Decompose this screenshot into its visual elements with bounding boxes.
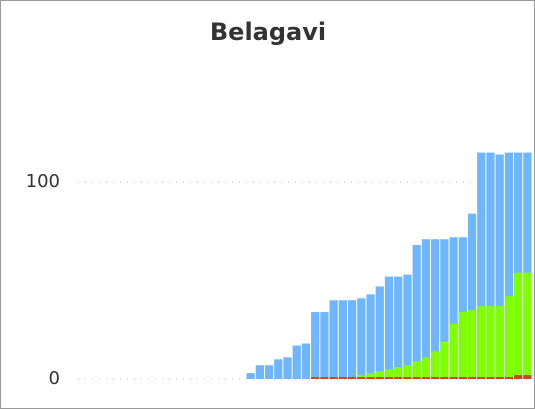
bar	[301, 343, 311, 379]
bar	[403, 377, 412, 379]
bar	[523, 375, 532, 379]
bar	[477, 377, 486, 379]
bar	[412, 377, 421, 379]
bar	[412, 361, 421, 379]
bar	[486, 306, 495, 379]
bar	[357, 377, 366, 379]
bar	[412, 245, 421, 379]
y-tick-label: 100	[26, 171, 60, 192]
bar	[394, 377, 403, 379]
bar	[329, 377, 338, 379]
bar	[495, 154, 504, 379]
bar	[338, 377, 347, 379]
bar	[366, 373, 375, 379]
bar	[384, 276, 394, 379]
bar	[375, 286, 384, 379]
bar	[394, 367, 403, 379]
bar	[264, 365, 274, 379]
bar	[394, 276, 403, 379]
bar	[440, 341, 449, 379]
bar	[347, 377, 357, 379]
bar	[283, 357, 292, 379]
bar	[274, 359, 283, 379]
bar	[338, 300, 347, 379]
bar	[347, 300, 357, 379]
bar	[458, 237, 467, 379]
bar	[495, 377, 504, 379]
bar	[366, 377, 375, 379]
bar	[514, 152, 523, 379]
bar	[292, 345, 301, 379]
bar	[495, 306, 504, 379]
bar	[514, 272, 523, 379]
bar	[467, 213, 477, 379]
bar	[375, 377, 384, 379]
bar	[403, 274, 412, 379]
bar	[449, 323, 458, 379]
bar	[311, 377, 320, 379]
bar	[421, 239, 431, 379]
bar	[431, 351, 440, 379]
bar	[440, 377, 449, 379]
bar	[421, 377, 431, 379]
bar	[477, 306, 486, 379]
bar	[458, 312, 467, 379]
bar	[449, 377, 458, 379]
bar	[246, 373, 255, 379]
bar	[431, 377, 440, 379]
bar	[255, 365, 264, 379]
bar	[357, 298, 366, 379]
bar	[467, 377, 477, 379]
bar	[523, 152, 532, 379]
chart-title: Belagavi	[210, 18, 326, 46]
bar	[384, 377, 394, 379]
bar	[486, 152, 495, 379]
bar	[311, 312, 320, 379]
bar	[467, 310, 477, 379]
bar	[449, 237, 458, 379]
bar	[477, 152, 486, 379]
bar	[440, 239, 449, 379]
bar	[458, 377, 467, 379]
bar	[403, 365, 412, 379]
bar	[320, 377, 329, 379]
bar	[329, 300, 338, 379]
bar	[504, 152, 514, 379]
bar	[514, 375, 523, 379]
bar	[504, 377, 514, 379]
bar	[366, 294, 375, 379]
bar	[421, 357, 431, 379]
y-tick-label: 0	[49, 368, 60, 389]
bar	[431, 239, 440, 379]
bar	[384, 369, 394, 379]
bar	[375, 371, 384, 379]
bar	[523, 272, 532, 379]
bar	[486, 377, 495, 379]
bar	[320, 312, 329, 379]
bar	[504, 296, 514, 379]
